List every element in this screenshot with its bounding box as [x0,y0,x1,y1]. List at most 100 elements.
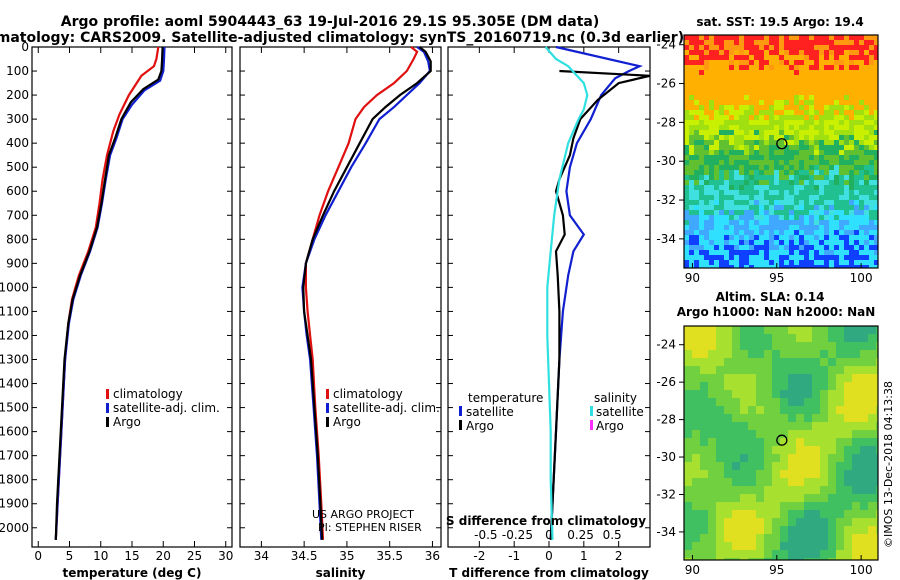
map-cell [734,70,740,76]
map-cell [754,45,760,51]
map-cell [779,165,785,171]
map-cell [860,438,869,447]
map-cell [714,60,720,66]
map-cell [804,130,810,136]
map-cell [709,250,715,256]
map-cell [729,120,735,126]
map-cell [804,75,810,81]
map-cell [844,55,850,61]
map-cell [694,260,700,266]
x-tick-label: 0 [545,549,553,563]
map-cell [844,90,850,96]
map-cell [829,145,835,151]
map-cell [724,45,730,51]
map-cell [700,350,709,359]
map-cell [704,105,710,111]
map-cell [844,60,850,66]
map-cell [779,205,785,211]
map-cell [748,462,757,471]
map-y-tick-label: -28 [656,413,676,427]
map-cell [844,85,850,91]
map-cell [809,210,815,216]
map-cell [700,462,709,471]
map-cell [788,494,797,503]
map-cell [868,438,877,447]
map-cell [694,135,700,141]
map-cell [834,55,840,61]
map-cell [719,190,725,196]
map-cell [804,185,810,191]
map-cell [809,90,815,96]
map-cell [812,470,821,479]
map-cell [834,90,840,96]
map-cell [684,462,693,471]
map-cell [716,414,725,423]
map-cell [839,180,845,186]
map-cell [734,155,740,161]
map-cell [684,240,690,246]
map-cell [754,75,760,81]
map-cell [869,220,875,226]
map-cell [719,225,725,231]
map-cell [772,510,781,519]
map-cell [789,90,795,96]
map-cell [764,470,773,479]
map-cell [854,260,860,266]
map-cell [869,45,875,51]
map-cell [689,140,695,146]
map-cell [732,470,741,479]
map-cell [769,245,775,251]
map-cell [804,190,810,196]
map-cell [739,70,745,76]
map-cell [759,85,765,91]
map-cell [809,115,815,121]
map-cell [764,120,770,126]
map-cell [739,260,745,266]
map-cell [796,350,805,359]
y-tick-label: 900 [6,256,29,270]
map-cell [780,374,789,383]
map-cell [734,230,740,236]
map-cell [740,494,749,503]
map-cell [694,175,700,181]
map-cell [714,195,720,201]
map-cell [814,115,820,121]
x-tick-label: -2 [473,549,485,563]
map-cell [754,180,760,186]
map-cell [704,235,710,241]
map-cell [708,510,717,519]
map-cell [812,494,821,503]
map-cell [704,135,710,141]
x-tick-label: 5 [66,549,74,563]
map-cell [796,374,805,383]
map-cell [759,230,765,236]
map-cell [854,255,860,261]
map-cell [756,374,765,383]
map-cell [689,160,695,166]
map-cell [719,235,725,241]
map-cell [684,55,690,61]
map-cell [714,180,720,186]
map-cell [844,438,853,447]
map-cell [794,215,800,221]
map-cell [744,240,750,246]
map-cell [714,190,720,196]
map-cell [824,250,830,256]
map-cell [804,230,810,236]
map-cell [849,60,855,66]
map-cell [749,135,755,141]
map-cell [724,40,730,46]
map-cell [864,115,870,121]
map-cell [684,478,693,487]
map-cell [814,125,820,131]
map-cell [744,75,750,81]
map-cell [749,200,755,206]
map-cell [839,250,845,256]
map-cell [759,170,765,176]
map-cell [820,462,829,471]
map-cell [692,422,701,431]
map-cell [859,80,865,86]
map-cell [828,454,837,463]
map-cell [852,446,861,455]
map-cell [759,255,765,261]
